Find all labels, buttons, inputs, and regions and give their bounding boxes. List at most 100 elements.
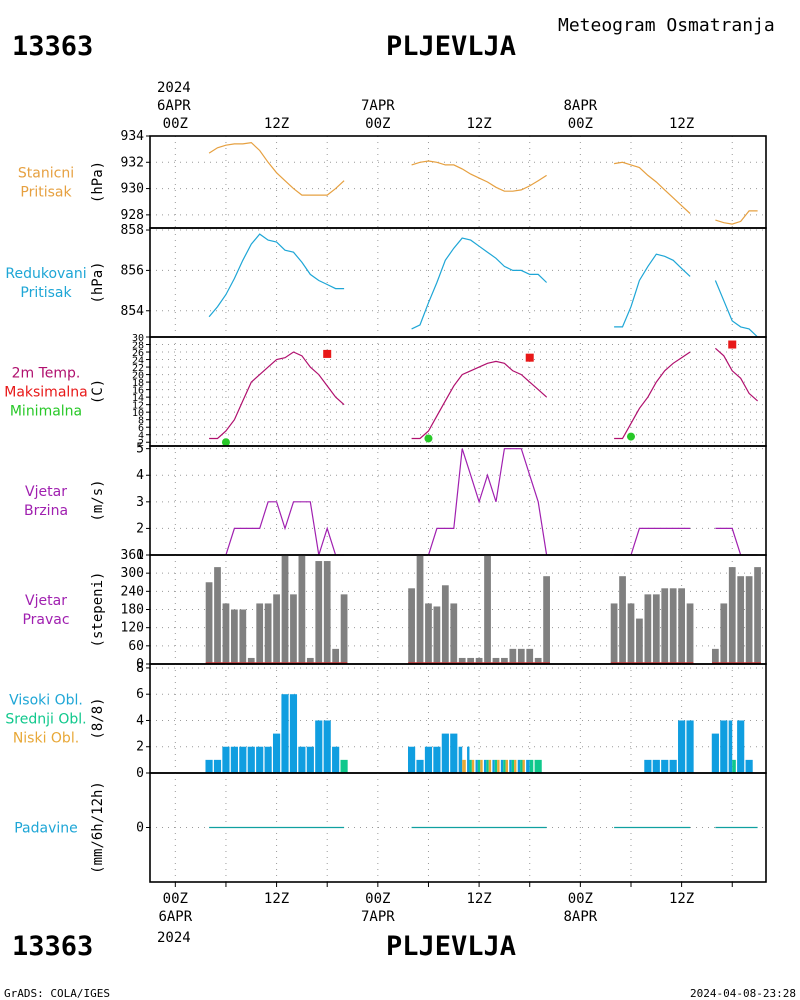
direction-bar — [652, 594, 660, 664]
direction-bar — [281, 555, 289, 664]
high-cloud-bar — [652, 759, 660, 773]
direction-bar — [501, 657, 508, 664]
high-cloud-bar — [433, 746, 441, 773]
series-label: Padavine — [14, 821, 78, 837]
y-tick-label: 3 — [136, 495, 144, 510]
direction-bar — [298, 555, 306, 664]
low-cloud-bar — [522, 759, 525, 773]
top-time-tick-label: 00Z — [163, 116, 188, 132]
y-tick-label: 858 — [121, 223, 144, 238]
panel-reduced-pressure: 854 856 858 (hPa)Redukovani Pritisak — [5, 223, 767, 338]
y-tick-label: 2 — [138, 438, 144, 449]
chart-title: Meteogram Osmatranja — [558, 15, 775, 36]
high-cloud-bar — [492, 759, 495, 773]
high-cloud-bar — [509, 759, 512, 773]
series-line — [614, 351, 691, 440]
bottom-day-label: 7APR — [361, 909, 395, 925]
y-tick-label: 300 — [121, 566, 144, 581]
y-axis-label: (8/8) — [90, 697, 106, 739]
high-cloud-bar — [408, 746, 416, 773]
y-tick-label: 0 — [136, 657, 144, 672]
high-cloud-bar — [239, 746, 247, 773]
direction-bar — [745, 576, 753, 664]
high-cloud-bar — [306, 746, 314, 773]
low-cloud-bar — [514, 759, 517, 773]
series-line — [208, 141, 345, 196]
panel-clouds: 0 2 4 6 8 (8/8) Visoki Obl. Srednji Obl. Niski O… — [5, 661, 767, 781]
low-cloud-bar — [480, 759, 483, 773]
low-cloud-bar — [488, 759, 492, 773]
high-cloud-bar — [728, 720, 733, 773]
high-cloud-bar — [213, 759, 222, 773]
series-label: Pravac — [22, 612, 69, 628]
direction-bar — [264, 603, 272, 664]
panel-precipitation: 0 (mm/6h/12h) Padavine — [14, 772, 767, 883]
y-tick-label: 22 — [132, 363, 144, 374]
y-axis-label: (stepeni) — [90, 572, 106, 648]
bottom-time-tick-label: 00Z — [365, 891, 390, 907]
panel-wind-direction: 0 60 120 180 240 300 360 (stepeni) Vjetar Pravac — [22, 548, 767, 672]
y-axis-label: (hPa) — [90, 261, 106, 303]
direction-bar — [636, 618, 643, 664]
high-cloud-bar — [272, 733, 281, 773]
series-line — [714, 280, 759, 338]
y-tick-label: 2 — [136, 740, 144, 755]
bottom-time-tick-label: 00Z — [163, 891, 188, 907]
station-id-top: 13363 — [12, 31, 93, 62]
direction-bar — [669, 588, 677, 664]
y-tick-label: 928 — [121, 208, 144, 223]
y-tick-label: 26 — [132, 348, 144, 359]
mid-cloud-bar — [732, 759, 736, 773]
y-tick-label: 120 — [121, 621, 144, 636]
direction-bar — [290, 594, 297, 664]
mid-cloud-bar — [477, 759, 481, 773]
direction-bar — [475, 657, 483, 664]
bottom-time-tick-label: 12Z — [466, 891, 491, 907]
y-tick-label: 24 — [132, 356, 144, 367]
station-name-bottom: PLJEVLJA — [386, 931, 516, 962]
bottom-day-label: 8APR — [563, 909, 597, 925]
y-tick-label: 28 — [132, 341, 144, 352]
series-line — [411, 448, 548, 556]
y-tick-label: 6 — [136, 687, 144, 702]
series-line — [411, 237, 548, 330]
high-cloud-bar — [686, 720, 694, 773]
top-time-tick-label: 12Z — [466, 116, 491, 132]
y-tick-label: 856 — [121, 263, 144, 278]
y-tick-label: 360 — [121, 548, 144, 563]
direction-bar — [492, 657, 500, 664]
direction-bar — [534, 657, 542, 664]
direction-bar — [315, 561, 323, 664]
bottom-time-tick-label: 12Z — [669, 891, 694, 907]
mid-cloud-bar — [340, 759, 348, 773]
series-line — [715, 210, 758, 225]
y-tick-label: 20 — [132, 371, 144, 382]
direction-bar — [644, 594, 652, 664]
series-label: Niski Obl. — [13, 731, 79, 747]
high-cloud-bar — [222, 746, 230, 773]
top-time-tick-label: 00Z — [365, 116, 390, 132]
y-tick-label: 4 — [136, 468, 144, 483]
y-tick-label: 4 — [138, 431, 144, 442]
series-line — [411, 160, 547, 192]
high-cloud-bar — [644, 759, 652, 773]
high-cloud-bar — [526, 759, 530, 773]
high-cloud-bar — [264, 746, 272, 773]
high-cloud-bar — [467, 746, 470, 773]
panel-frame — [149, 445, 767, 556]
panel-frame — [149, 772, 767, 883]
direction-bar — [231, 609, 238, 664]
series-line — [715, 527, 758, 556]
y-tick-label: 12 — [132, 401, 144, 412]
y-tick-label: 2 — [136, 521, 144, 536]
direction-bar — [661, 588, 669, 664]
top-year-label: 2024 — [157, 80, 191, 96]
low-cloud-bar — [505, 759, 508, 773]
high-cloud-bar — [332, 746, 340, 773]
series-line — [614, 527, 691, 556]
top-time-tick-label: 12Z — [669, 116, 694, 132]
direction-bar — [627, 603, 635, 664]
y-tick-label: 932 — [121, 155, 144, 170]
direction-bar — [433, 606, 441, 664]
y-tick-label: 5 — [136, 442, 144, 457]
